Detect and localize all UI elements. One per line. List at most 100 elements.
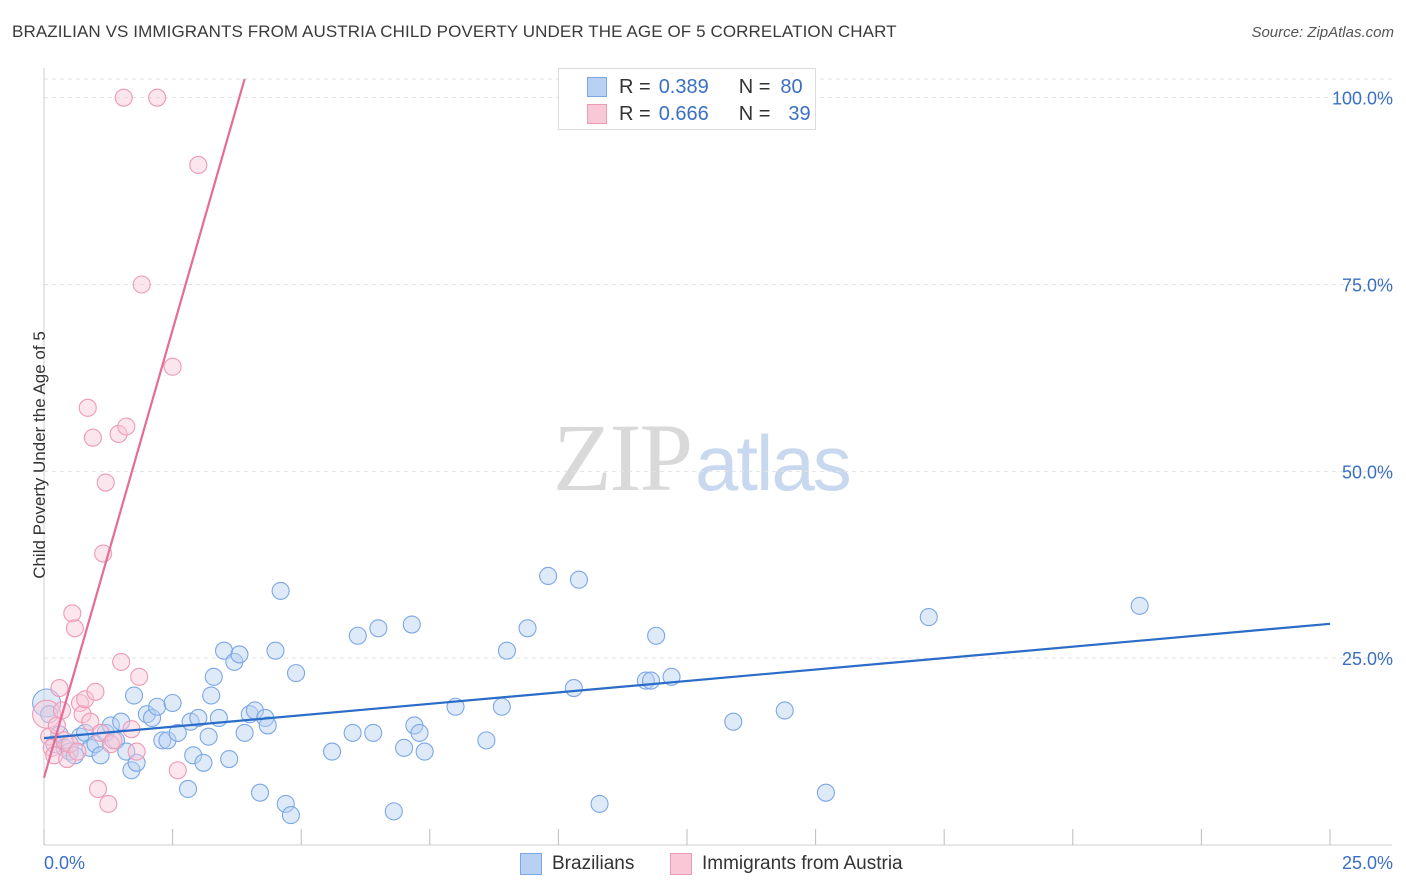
point-brazilians — [518, 619, 537, 638]
legend-r-value: 0.389 — [658, 75, 709, 98]
stats-legend: R = 0.389 N = 80 R = 0.666 N = 39 — [558, 68, 816, 130]
point-austria — [83, 428, 102, 447]
point-brazilians — [142, 708, 162, 728]
watermark-atlas: atlas — [695, 419, 852, 507]
legend-n-value: 39 — [788, 102, 811, 125]
point-brazilians — [590, 794, 609, 813]
point-brazilians — [271, 581, 290, 600]
point-brazilians — [364, 723, 383, 742]
point-brazilians — [564, 679, 583, 698]
point-austria — [117, 417, 136, 436]
point-austria — [63, 604, 82, 623]
point-austria — [81, 712, 100, 731]
legend-n-value: 80 — [780, 75, 803, 98]
point-austria — [127, 742, 146, 761]
bottom-legend-austria: Immigrants from Austria — [670, 852, 903, 876]
point-austria — [86, 682, 105, 701]
point-austria — [78, 398, 97, 417]
legend-row-austria: R = 0.666 N = 39 — [587, 102, 811, 126]
point-brazilians — [276, 794, 295, 813]
point-austria — [96, 473, 115, 492]
point-brazilians — [1130, 596, 1149, 615]
point-brazilians — [477, 731, 496, 750]
point-austria — [73, 705, 92, 724]
bottom-legend-swatch-austria — [670, 853, 692, 875]
y-tick-label: 75.0% — [1342, 276, 1393, 296]
bottom-legend-label-brazilians: Brazilians — [552, 853, 635, 874]
point-brazilians — [153, 731, 172, 750]
point-brazilians — [258, 716, 277, 735]
watermark: ZIPatlas — [553, 402, 852, 513]
legend-row-brazilians: R = 0.389 N = 80 — [587, 75, 803, 99]
point-brazilians — [235, 723, 254, 742]
point-austria — [99, 794, 118, 813]
point-brazilians — [919, 608, 938, 627]
point-austria — [76, 690, 95, 709]
point-brazilians — [266, 641, 285, 660]
bottom-legend-brazilians: Brazilians — [520, 852, 634, 876]
point-brazilians — [410, 723, 429, 742]
point-brazilians — [250, 783, 270, 802]
point-brazilians — [348, 626, 367, 645]
chart-source: Source: ZipAtlas.com — [1251, 24, 1394, 41]
point-brazilians — [395, 738, 414, 757]
point-austria — [112, 652, 131, 671]
point-brazilians — [323, 742, 342, 761]
point-austria — [109, 424, 128, 444]
y-tick-label: 25.0% — [1342, 649, 1393, 669]
point-austria — [65, 619, 84, 638]
point-brazilians — [178, 779, 198, 799]
tick-labels: 100.0% 75.0% 50.0% 25.0% 0.0% 25.0% — [44, 89, 1393, 873]
point-austria — [104, 731, 123, 750]
bottom-legend-label-austria: Immigrants from Austria — [702, 853, 903, 874]
point-brazilians — [287, 664, 306, 683]
point-austria — [58, 750, 77, 769]
point-austria — [132, 275, 151, 294]
legend-n-label: N = — [738, 75, 771, 98]
point-brazilians — [775, 701, 794, 720]
point-brazilians — [724, 712, 743, 731]
point-brazilians — [199, 727, 218, 746]
point-brazilians — [148, 697, 167, 716]
point-brazilians — [402, 615, 421, 634]
point-brazilians — [647, 626, 666, 645]
point-brazilians — [343, 723, 362, 742]
trend-lines — [42, 78, 1331, 779]
point-brazilians — [816, 783, 835, 802]
point-austria — [189, 155, 208, 174]
bottom-legend-swatch-brazilians — [520, 853, 542, 875]
y-axis-label: Child Poverty Under the Age of 5 — [30, 331, 49, 579]
point-brazilians — [202, 686, 221, 705]
point-brazilians — [184, 746, 203, 765]
point-austria — [114, 88, 133, 107]
axes — [43, 68, 1392, 846]
legend-r-label: R = — [619, 75, 651, 98]
point-brazilians — [163, 693, 182, 713]
legend-r-label: R = — [619, 102, 651, 125]
point-brazilians — [230, 645, 249, 664]
data-points — [32, 88, 1149, 825]
y-tick-label: 100.0% — [1332, 89, 1393, 109]
point-brazilians — [641, 671, 661, 690]
point-brazilians — [497, 641, 517, 660]
point-brazilians — [281, 806, 300, 825]
legend-n-label: N = — [738, 102, 771, 125]
trend-line-brazilians — [43, 622, 1331, 740]
point-brazilians — [168, 723, 187, 742]
x-tick-label: 25.0% — [1342, 853, 1393, 873]
point-brazilians — [384, 802, 403, 821]
point-austria — [50, 679, 69, 698]
point-austria — [88, 779, 108, 799]
point-brazilians — [189, 708, 208, 728]
point-brazilians — [158, 731, 177, 750]
point-austria — [68, 742, 87, 761]
point-brazilians — [492, 697, 511, 716]
point-brazilians — [91, 746, 110, 765]
point-brazilians — [369, 619, 388, 638]
point-brazilians — [86, 735, 105, 754]
y-tick-label: 50.0% — [1342, 462, 1393, 482]
trend-line-austria — [42, 78, 246, 779]
point-brazilians — [124, 686, 144, 705]
gridlines — [44, 78, 1392, 659]
